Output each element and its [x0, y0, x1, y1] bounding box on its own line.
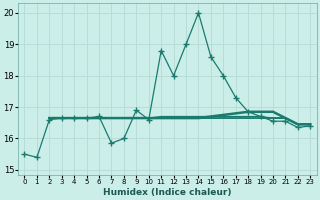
X-axis label: Humidex (Indice chaleur): Humidex (Indice chaleur) [103, 188, 232, 197]
